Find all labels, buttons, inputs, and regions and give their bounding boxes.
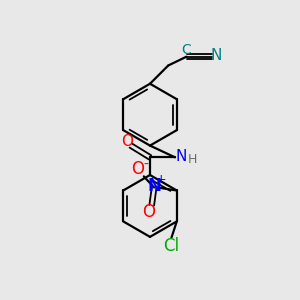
Text: N: N: [147, 177, 161, 195]
Text: O: O: [142, 203, 155, 221]
Text: Cl: Cl: [163, 236, 179, 254]
Text: O: O: [121, 134, 133, 149]
Text: H: H: [188, 153, 197, 166]
Text: -: -: [143, 158, 148, 172]
Text: C: C: [181, 43, 191, 57]
Text: N: N: [210, 48, 222, 63]
Text: +: +: [155, 173, 166, 186]
Text: N: N: [176, 149, 187, 164]
Text: O: O: [131, 160, 144, 178]
